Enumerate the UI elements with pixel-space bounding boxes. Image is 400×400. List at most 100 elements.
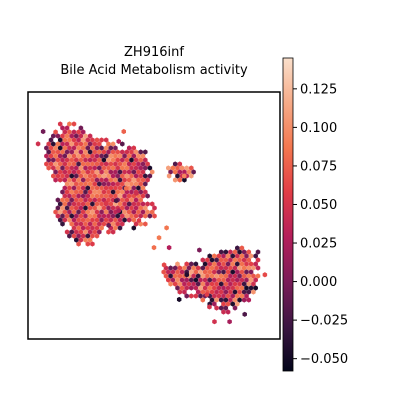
spot (113, 185, 118, 191)
spot (189, 173, 194, 179)
spot (85, 145, 91, 151)
spot (67, 209, 72, 215)
spot (83, 165, 88, 171)
spot (64, 173, 70, 179)
spot (228, 273, 233, 279)
spot (244, 253, 249, 259)
spot (99, 161, 104, 167)
spot (101, 157, 107, 163)
spot (80, 161, 86, 167)
spot (235, 261, 240, 267)
spot (57, 137, 63, 143)
spot (80, 145, 86, 151)
spot (120, 149, 125, 155)
spot (71, 233, 77, 239)
spot (87, 189, 93, 195)
spot (149, 169, 155, 175)
colorbar-tick-label: −0.025 (300, 314, 348, 329)
spot (170, 277, 176, 283)
spot (120, 181, 125, 187)
spot (151, 245, 157, 251)
spot (64, 205, 70, 211)
spot (87, 237, 93, 243)
spot (195, 273, 201, 279)
spot (110, 181, 116, 187)
chart-title: ZH916inf (124, 45, 184, 60)
spot (124, 149, 130, 155)
spot (241, 249, 247, 255)
spot (85, 169, 91, 175)
spot (60, 141, 65, 147)
spot (67, 153, 72, 159)
spot (78, 213, 84, 219)
spot (184, 277, 189, 283)
spot (124, 185, 129, 191)
spot (90, 241, 95, 247)
spot (230, 293, 235, 299)
spot (232, 305, 238, 311)
spot (80, 137, 86, 143)
spot (204, 291, 210, 298)
spot (64, 125, 70, 131)
spot (99, 225, 104, 231)
spot (62, 145, 68, 151)
spot (103, 161, 109, 167)
spot (115, 221, 120, 227)
spot (85, 201, 91, 207)
spot (103, 145, 109, 151)
spot (241, 289, 247, 295)
spot (232, 297, 238, 303)
spot (115, 181, 120, 187)
spot (189, 261, 194, 267)
spot (44, 145, 49, 151)
colorbar-tick-label: 0.000 (300, 275, 337, 290)
spot (255, 265, 261, 271)
spot (60, 173, 65, 179)
spot (177, 281, 183, 287)
spot (106, 205, 111, 211)
spot (57, 161, 63, 167)
spot (195, 281, 201, 287)
spot (214, 273, 219, 279)
spot (122, 201, 127, 207)
spot (71, 145, 77, 151)
spot (64, 229, 70, 235)
spot (138, 189, 143, 195)
spot (67, 177, 72, 183)
spot (99, 153, 104, 159)
spot (46, 141, 51, 147)
spot (110, 205, 116, 211)
spot (198, 269, 203, 275)
spot (246, 289, 252, 295)
spot (85, 137, 91, 143)
spot (116, 207, 121, 214)
spot (83, 229, 88, 235)
spot (78, 157, 84, 163)
spot (57, 209, 63, 215)
spot (166, 173, 172, 179)
spot (221, 301, 226, 307)
spot (138, 173, 143, 179)
spot (138, 181, 143, 187)
spot (94, 233, 100, 239)
spot (193, 261, 199, 267)
spot (51, 165, 56, 171)
spot (255, 249, 261, 255)
spot (253, 253, 258, 259)
spot (103, 153, 109, 159)
spot (69, 149, 74, 155)
spot (62, 129, 68, 135)
spot (113, 153, 118, 159)
spot (230, 253, 235, 259)
spot (218, 297, 224, 303)
spot (218, 265, 224, 271)
spot (83, 157, 88, 163)
spot (145, 193, 150, 199)
spot (64, 157, 70, 163)
spot (78, 173, 84, 179)
spot (60, 213, 65, 219)
spot (225, 253, 231, 259)
spot (140, 177, 146, 183)
spot (71, 153, 77, 159)
spot (209, 297, 215, 303)
